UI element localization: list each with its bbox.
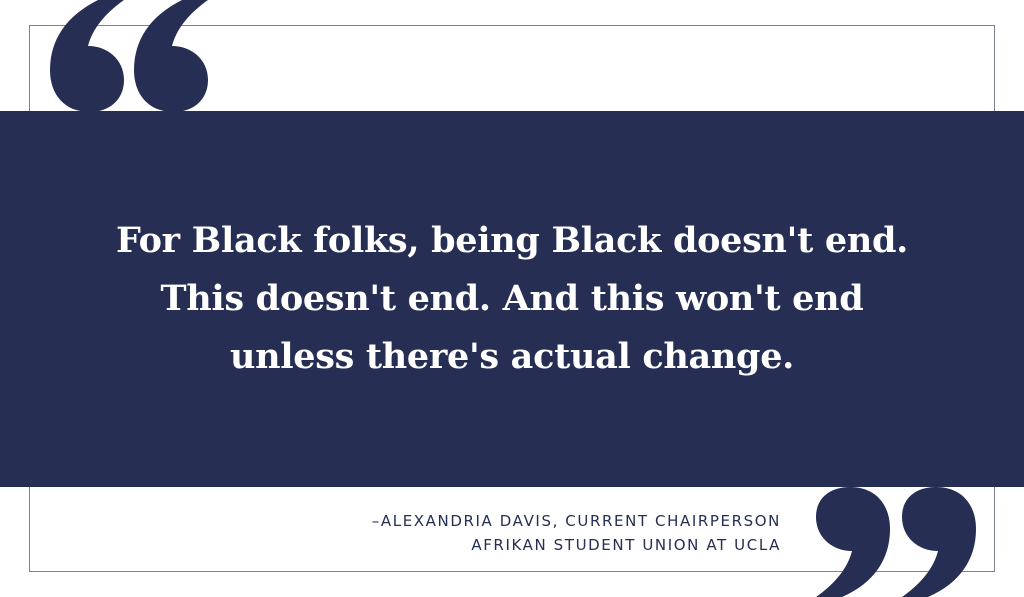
close-quote-icon	[816, 487, 976, 597]
attribution-organization: AFRIKAN STUDENT UNION AT UCLA	[471, 536, 781, 554]
open-quote-icon	[50, 0, 208, 112]
quote-line: For Black folks, being Black doesn't end…	[115, 220, 909, 261]
attribution: –ALEXANDRIA DAVIS, CURRENT CHAIRPERSON A…	[372, 509, 781, 557]
quote-line: unless there's actual change.	[229, 336, 795, 377]
quote-text: For Black folks, being Black doesn't end…	[0, 212, 1024, 386]
attribution-name-title: –ALEXANDRIA DAVIS, CURRENT CHAIRPERSON	[371, 512, 781, 530]
quote-band	[0, 111, 1024, 487]
quote-line: This doesn't end. And this won't end	[160, 278, 864, 319]
